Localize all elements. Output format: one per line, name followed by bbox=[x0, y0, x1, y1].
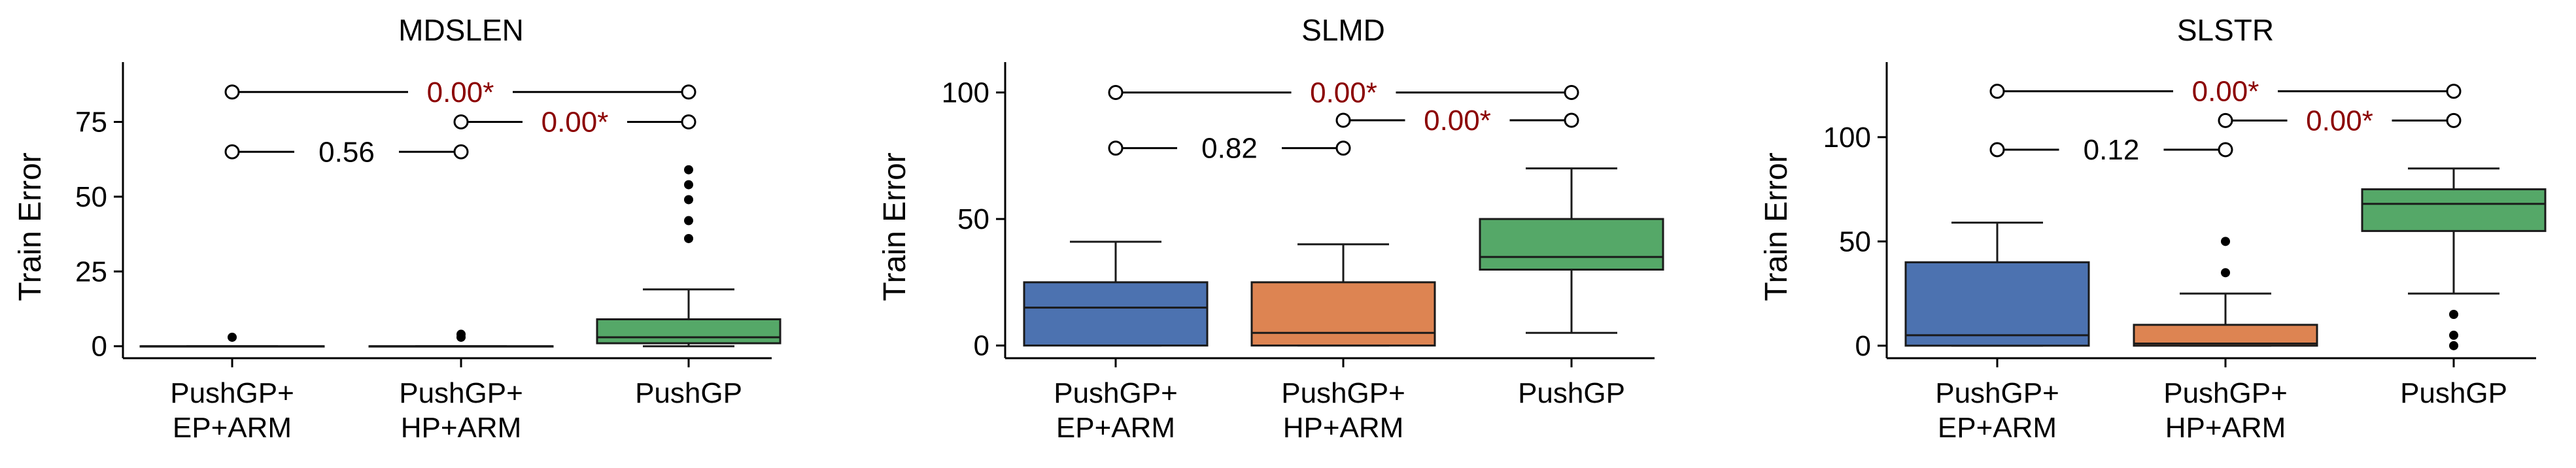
outlier-point bbox=[228, 332, 237, 342]
outlier-point bbox=[2221, 268, 2230, 278]
y-tick-label: 25 bbox=[75, 256, 107, 288]
outlier-point bbox=[684, 216, 693, 226]
y-tick-label: 75 bbox=[75, 107, 107, 139]
panel-title: SLMD bbox=[1301, 13, 1385, 47]
box-iqr bbox=[1904, 261, 2090, 347]
annotation-endpoint bbox=[2446, 84, 2462, 99]
p-value-label: 0.00* bbox=[541, 107, 609, 139]
panel-slstr: SLSTR Train Error PushGP+ EP+ARM PushGP+… bbox=[1759, 13, 2507, 444]
annotation-endpoint bbox=[1564, 112, 1579, 128]
annotation-endpoint bbox=[1108, 141, 1124, 156]
annotation-endpoint bbox=[224, 144, 240, 159]
x-tick-label-line1: PushGP+ bbox=[399, 377, 523, 409]
annotation-endpoint bbox=[1989, 84, 2005, 99]
annotation-endpoint bbox=[2446, 112, 2462, 128]
y-axis-label: Train Error bbox=[13, 152, 48, 301]
annotation-endpoint bbox=[1564, 84, 1579, 100]
annotation-endpoint bbox=[1989, 142, 2005, 158]
y-tick-label: 50 bbox=[75, 181, 107, 213]
annotation-endpoint bbox=[681, 114, 696, 130]
p-value-label: 0.00* bbox=[2306, 105, 2373, 137]
annotation-endpoint bbox=[1335, 112, 1351, 128]
x-tick-label-line1: PushGP+ bbox=[1054, 377, 1178, 409]
p-value-label: 0.00* bbox=[1310, 76, 1377, 109]
x-tick-label-line1: PushGP bbox=[635, 377, 742, 409]
x-tick-label-line2: EP+ARM bbox=[1938, 412, 2057, 444]
outlier-point bbox=[2449, 310, 2458, 320]
x-tick-label-line1: PushGP+ bbox=[1935, 377, 2059, 409]
outlier-point bbox=[2449, 330, 2458, 340]
x-tick-label-line1: PushGP+ bbox=[1281, 377, 1405, 409]
y-tick-label: 100 bbox=[942, 76, 989, 109]
x-tick-label-line1: PushGP+ bbox=[2163, 377, 2288, 409]
box-iqr bbox=[2361, 188, 2547, 232]
outlier-point bbox=[684, 180, 693, 190]
x-tick-label-line2: HP+ARM bbox=[1283, 412, 1404, 444]
outlier-point bbox=[456, 329, 466, 339]
x-tick-label-line1: PushGP bbox=[1518, 377, 1625, 409]
annotation-endpoint bbox=[2218, 142, 2233, 158]
y-tick-label: 0 bbox=[1855, 330, 1871, 362]
annotation-endpoint bbox=[1335, 141, 1351, 156]
y-axis-label: Train Error bbox=[878, 152, 912, 301]
box-iqr bbox=[2133, 324, 2318, 347]
y-tick-label: 50 bbox=[957, 203, 989, 235]
x-tick-label-line2: HP+ARM bbox=[2165, 412, 2286, 444]
x-tick-label-line1: PushGP bbox=[2400, 377, 2507, 409]
x-tick-label-line2: EP+ARM bbox=[1056, 412, 1175, 444]
x-tick-label-line2: EP+ARM bbox=[173, 412, 292, 444]
x-tick-label-line2: HP+ARM bbox=[401, 412, 522, 444]
panel-title: MDSLEN bbox=[398, 13, 524, 47]
panel-mdslen: MDSLEN Train Error PushGP+ EP+ARM PushGP… bbox=[13, 13, 742, 444]
p-value-label: 0.00* bbox=[1424, 105, 1491, 137]
y-tick-label: 0 bbox=[92, 331, 107, 363]
annotation-endpoint bbox=[224, 84, 240, 100]
outlier-point bbox=[2221, 237, 2230, 246]
p-value-label: 0.00* bbox=[427, 76, 494, 109]
annotation-endpoint bbox=[453, 114, 469, 130]
x-tick-label-line1: PushGP+ bbox=[170, 377, 294, 409]
p-value-label: 0.12 bbox=[2084, 134, 2140, 166]
outlier-point bbox=[684, 195, 693, 205]
box-iqr bbox=[1250, 281, 1436, 347]
y-tick-label: 100 bbox=[1823, 122, 1871, 154]
box-iqr bbox=[1479, 218, 1664, 271]
p-value-label: 0.56 bbox=[318, 136, 375, 168]
panel-slmd: SLMD Train Error PushGP+ EP+ARM PushGP+ … bbox=[878, 13, 1625, 444]
annotation-endpoint bbox=[681, 84, 696, 100]
p-value-label: 0.82 bbox=[1201, 133, 1258, 165]
outlier-point bbox=[2449, 341, 2458, 350]
y-tick-label: 0 bbox=[974, 330, 989, 362]
annotation-endpoint bbox=[1108, 84, 1124, 100]
box-iqr bbox=[1023, 281, 1209, 347]
y-axis-label: Train Error bbox=[1759, 152, 1794, 301]
annotation-endpoint bbox=[453, 144, 469, 159]
y-tick-label: 50 bbox=[1839, 226, 1871, 258]
annotation-endpoint bbox=[2218, 112, 2233, 128]
box-iqr bbox=[596, 318, 781, 344]
outlier-point bbox=[684, 165, 693, 175]
outlier-point bbox=[684, 233, 693, 243]
panel-title: SLSTR bbox=[2177, 13, 2274, 47]
p-value-label: 0.00* bbox=[2192, 76, 2259, 108]
